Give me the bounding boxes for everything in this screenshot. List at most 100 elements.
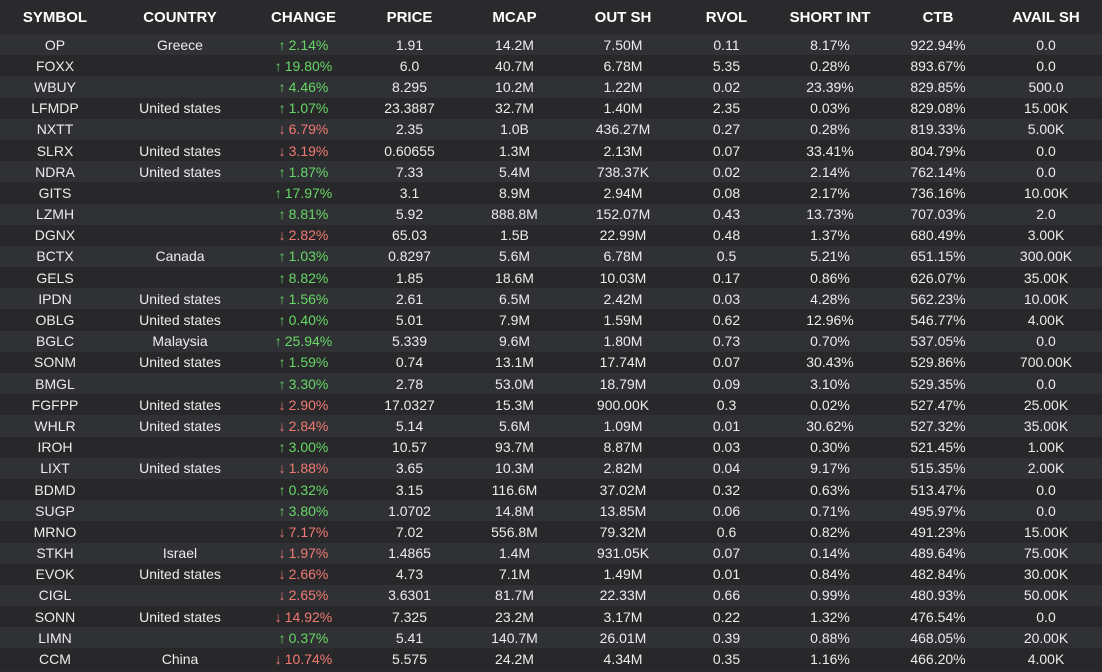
table-row[interactable]: LFMDP United states ↑ 1.07% 23.3887 32.7M 1.40… — [0, 97, 1102, 119]
table-row[interactable]: SONM United states ↑ 1.59% 0.74 13.1M 17.74M 0.… — [0, 351, 1102, 373]
table-row[interactable]: SLRX United states ↓ 3.19% 0.60655 1.3M 2.13M 0… — [0, 139, 1102, 162]
out-sh-cell: 1.09M — [567, 415, 679, 437]
out-sh-cell: 1.59M — [567, 309, 679, 331]
table-row[interactable]: BGLC Malaysia ↑ 25.94% 5.339 9.6M 1.80M 0.73 0.7… — [0, 330, 1102, 352]
ctb-cell: 922.94% — [886, 34, 990, 56]
column-header-rvol[interactable]: RVOL — [679, 0, 774, 34]
change-cell: ↓ 2.84% — [250, 415, 357, 437]
table-row[interactable]: NDRA United states ↑ 1.87% 7.33 5.4M 738.37K 0.… — [0, 161, 1102, 183]
symbol-cell[interactable]: OBLG — [0, 309, 110, 331]
table-row[interactable]: EVOK United states ↓ 2.66% 4.73 7.1M 1.49M 0.01… — [0, 563, 1102, 585]
table-row[interactable]: LIXT United states ↓ 1.88% 3.65 10.3M 2.82M 0.0… — [0, 457, 1102, 479]
country-cell: United states — [110, 415, 250, 437]
symbol-cell[interactable]: BCTX — [0, 245, 110, 268]
symbol-cell[interactable]: FGFPP — [0, 394, 110, 416]
table-row[interactable]: CIGL ↓ 2.65% 3.6301 81.7M 22.33M 0.66 0.99% 480.… — [0, 584, 1102, 607]
column-header-short-int[interactable]: SHORT INT — [774, 0, 886, 34]
symbol-cell[interactable]: NXTT — [0, 118, 110, 140]
table-row[interactable]: GITS ↑ 17.97% 3.1 8.9M 2.94M 0.08 2.17% 736.16% 1… — [0, 182, 1102, 204]
symbol-cell[interactable]: SUGP — [0, 500, 110, 522]
ctb-cell: 482.84% — [886, 563, 990, 585]
symbol-cell[interactable]: OP — [0, 34, 110, 56]
column-header-change[interactable]: CHANGE — [250, 0, 357, 34]
symbol-cell[interactable]: STKH — [0, 542, 110, 564]
symbol-cell[interactable]: NDRA — [0, 161, 110, 183]
column-header-ctb[interactable]: CTB — [886, 0, 990, 34]
column-header-out-sh[interactable]: OUT SH — [567, 0, 679, 34]
symbol-cell[interactable]: CIGL — [0, 584, 110, 607]
table-row[interactable]: WHLR United states ↓ 2.84% 5.14 5.6M 1.09M 0.01… — [0, 415, 1102, 437]
change-cell: ↑ 3.80% — [250, 500, 357, 522]
change-cell: ↑ 4.46% — [250, 76, 357, 98]
symbol-cell[interactable]: WHLR — [0, 415, 110, 437]
rvol-cell: 5.35 — [679, 55, 774, 77]
column-header-mcap[interactable]: MCAP — [462, 0, 567, 34]
short-int-cell: 9.17% — [774, 457, 886, 479]
table-row[interactable]: OP Greece ↑ 2.14% 1.91 14.2M 7.50M 0.11 8.17% 922… — [0, 34, 1102, 56]
header-row: SYMBOL COUNTRY CHANGE PRICE MCAP OUT SH RVOL SH… — [0, 0, 1102, 34]
change-value: 1.59% — [288, 354, 329, 371]
table-row[interactable]: SUGP ↑ 3.80% 1.0702 14.8M 13.85M 0.06 0.71% 495.… — [0, 500, 1102, 522]
country-cell — [110, 267, 250, 289]
symbol-cell[interactable]: IPDN — [0, 288, 110, 310]
price-cell: 4.73 — [357, 563, 462, 585]
symbol-cell[interactable]: LIXT — [0, 457, 110, 479]
symbol-cell[interactable]: BDMD — [0, 478, 110, 501]
table-row[interactable]: GELS ↑ 8.82% 1.85 18.6M 10.03M 0.17 0.86% 626.07… — [0, 267, 1102, 289]
table-row[interactable]: FOXX ↑ 19.80% 6.0 40.7M 6.78M 5.35 0.28% 893.67%… — [0, 55, 1102, 77]
table-row[interactable]: CCM China ↓ 10.74% 5.575 24.2M 4.34M 0.35 1.16% 4… — [0, 648, 1102, 670]
avail-sh-cell: 2.0 — [990, 203, 1102, 225]
symbol-cell[interactable]: BGLC — [0, 330, 110, 352]
table-row[interactable]: BCTX Canada ↑ 1.03% 0.8297 5.6M 6.78M 0.5 5.21% 6… — [0, 245, 1102, 268]
symbol-cell[interactable]: SONM — [0, 351, 110, 373]
change-value: 2.84% — [288, 417, 329, 434]
symbol-cell[interactable]: FOXX — [0, 55, 110, 77]
symbol-cell[interactable]: IROH — [0, 436, 110, 458]
column-header-avail-sh[interactable]: AVAIL SH — [990, 0, 1102, 34]
rvol-cell: 0.08 — [679, 182, 774, 204]
column-header-price[interactable]: PRICE — [357, 0, 462, 34]
table-row[interactable]: NXTT ↓ 6.79% 2.35 1.0B 436.27M 0.27 0.28% 819.33… — [0, 118, 1102, 140]
symbol-cell[interactable]: SONN — [0, 606, 110, 628]
arrow-down-icon: ↓ — [278, 545, 286, 562]
short-int-cell: 1.32% — [774, 606, 886, 628]
symbol-cell[interactable]: WBUY — [0, 76, 110, 98]
table-row[interactable]: LIMN ↑ 0.37% 5.41 140.7M 26.01M 0.39 0.88% 468.0… — [0, 627, 1102, 649]
table-row[interactable]: BDMD ↑ 0.32% 3.15 116.6M 37.02M 0.32 0.63% 513.4… — [0, 478, 1102, 501]
symbol-cell[interactable]: MRNO — [0, 521, 110, 543]
table-row[interactable]: DGNX ↓ 2.82% 65.03 1.5B 22.99M 0.48 1.37% 680.49… — [0, 224, 1102, 246]
symbol-cell[interactable]: BMGL — [0, 373, 110, 395]
rvol-cell: 0.02 — [679, 161, 774, 183]
table-row[interactable]: IROH ↑ 3.00% 10.57 93.7M 8.87M 0.03 0.30% 521.45… — [0, 436, 1102, 458]
table-row[interactable]: BMGL ↑ 3.30% 2.78 53.0M 18.79M 0.09 3.10% 529.35… — [0, 373, 1102, 395]
table-row[interactable]: SONN United states ↓ 14.92% 7.325 23.2M 3.17M 0… — [0, 606, 1102, 628]
column-header-symbol[interactable]: SYMBOL — [0, 0, 110, 34]
symbol-cell[interactable]: CCM — [0, 648, 110, 670]
table-row[interactable]: STKH Israel ↓ 1.97% 1.4865 1.4M 931.05K 0.07 0.1… — [0, 542, 1102, 564]
symbol-cell[interactable]: SLRX — [0, 139, 110, 162]
price-cell: 5.575 — [357, 648, 462, 670]
table-row[interactable]: IPDN United states ↑ 1.56% 2.61 6.5M 2.42M 0.03… — [0, 288, 1102, 310]
symbol-cell[interactable]: DGNX — [0, 224, 110, 246]
table-row[interactable]: FGFPP United states ↓ 2.90% 17.0327 15.3M 900.… — [0, 394, 1102, 416]
symbol-cell[interactable]: LIMN — [0, 627, 110, 649]
symbol-cell[interactable]: LFMDP — [0, 97, 110, 119]
table-row[interactable]: LZMH ↑ 8.81% 5.92 888.8M 152.07M 0.43 13.73% 707… — [0, 203, 1102, 225]
symbol-cell[interactable]: GITS — [0, 182, 110, 204]
out-sh-cell: 436.27M — [567, 118, 679, 140]
avail-sh-cell: 0.0 — [990, 330, 1102, 352]
symbol-cell[interactable]: GELS — [0, 267, 110, 289]
table-row[interactable]: MRNO ↓ 7.17% 7.02 556.8M 79.32M 0.6 0.82% 491.23… — [0, 521, 1102, 543]
column-header-country[interactable]: COUNTRY — [110, 0, 250, 34]
out-sh-cell: 8.87M — [567, 436, 679, 458]
ctb-cell: 562.23% — [886, 288, 990, 310]
change-cell: ↑ 2.14% — [250, 34, 357, 56]
arrow-up-icon: ↑ — [278, 354, 286, 371]
table-header: SYMBOL COUNTRY CHANGE PRICE MCAP OUT SH RVOL SH… — [0, 0, 1102, 34]
symbol-cell[interactable]: EVOK — [0, 563, 110, 585]
table-row[interactable]: OBLG United states ↑ 0.40% 5.01 7.9M 1.59M 0.62… — [0, 309, 1102, 331]
rvol-cell: 2.35 — [679, 97, 774, 119]
symbol-cell[interactable]: LZMH — [0, 203, 110, 225]
change-value: 3.00% — [288, 439, 329, 456]
table-row[interactable]: WBUY ↑ 4.46% 8.295 10.2M 1.22M 0.02 23.39% 829.8… — [0, 76, 1102, 98]
